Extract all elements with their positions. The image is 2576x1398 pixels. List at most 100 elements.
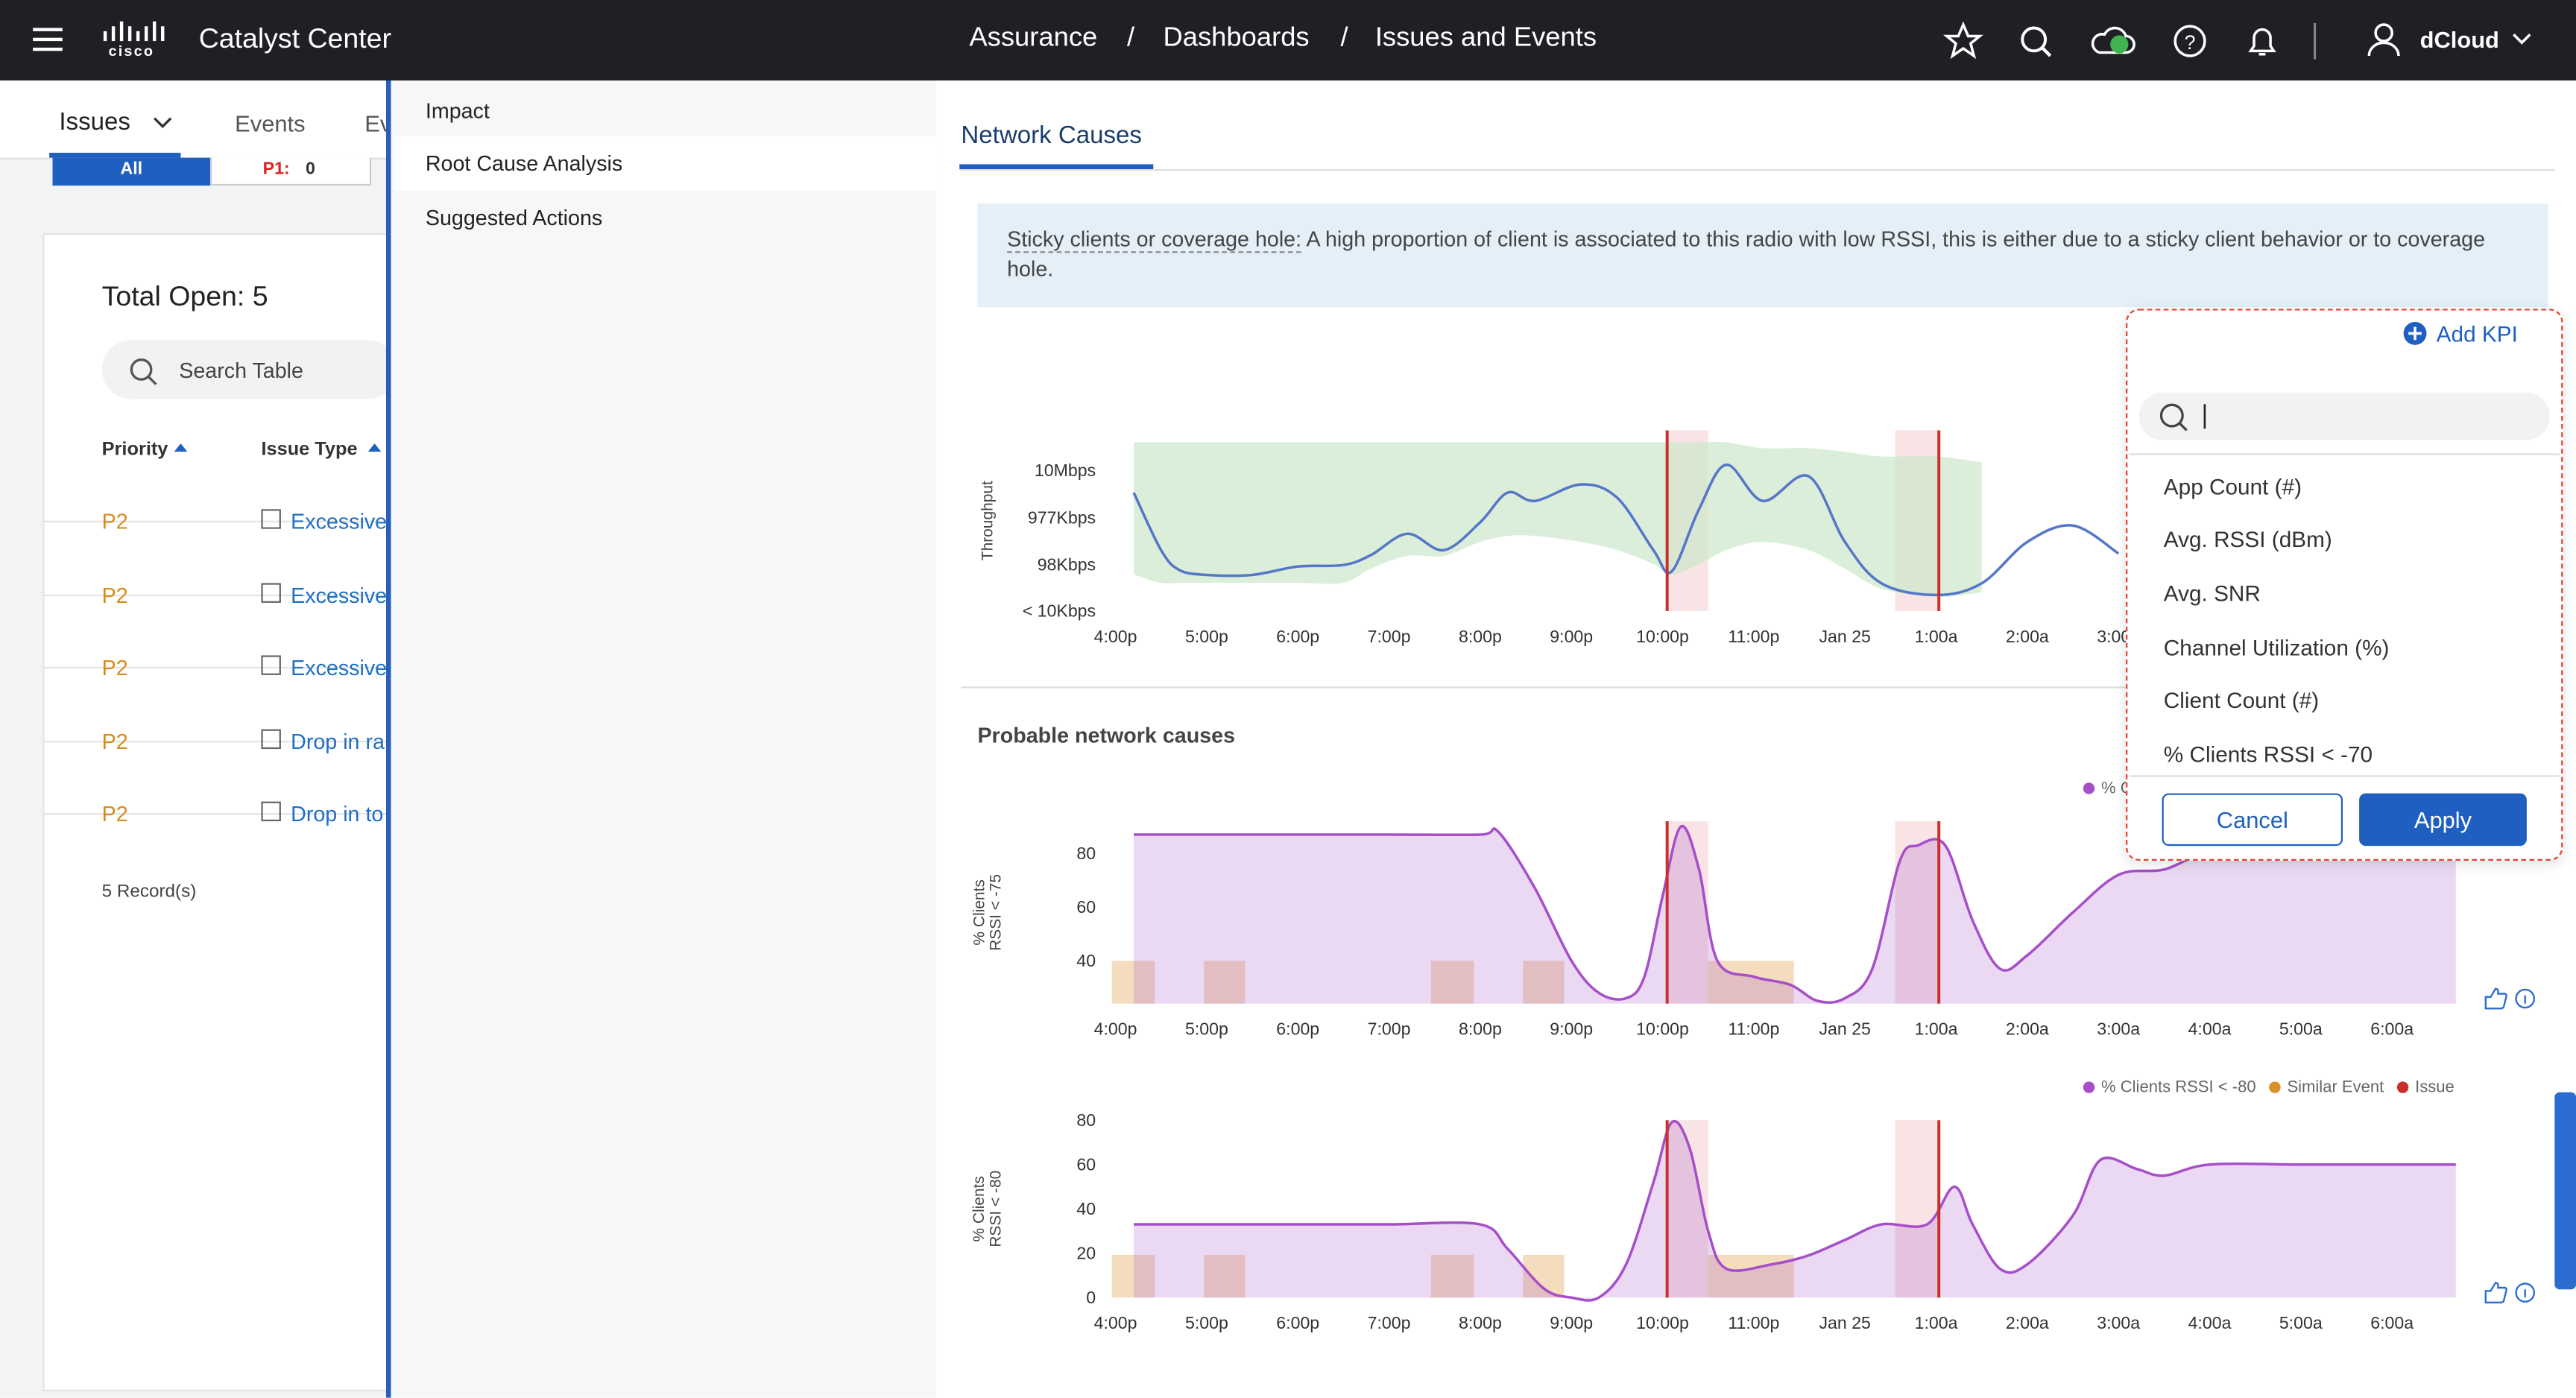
priority: P2 bbox=[101, 582, 128, 607]
row-divider bbox=[44, 520, 388, 522]
line bbox=[1134, 824, 2456, 1004]
x-tick-label: 5:00p bbox=[1185, 1019, 1228, 1039]
chevron[interactable] bbox=[2510, 31, 2534, 48]
legend-swatch bbox=[2269, 1081, 2281, 1093]
kpi-option[interactable]: Client Count (#) bbox=[2163, 688, 2320, 713]
tab[interactable]: Issues bbox=[59, 108, 130, 136]
y-tick-label: 10Mbps bbox=[1035, 461, 1096, 480]
tab-indicator bbox=[959, 164, 1154, 170]
tab[interactable]: Events bbox=[235, 110, 306, 136]
nav-item[interactable]: Impact bbox=[425, 98, 490, 124]
priority: P2 bbox=[101, 728, 128, 753]
breadcrumb[interactable]: Dashboards bbox=[1163, 22, 1310, 53]
y-tick-label: 60 bbox=[1076, 897, 1096, 917]
add-icon[interactable] bbox=[2402, 320, 2428, 347]
similar-event bbox=[1111, 1254, 1155, 1298]
divider bbox=[2129, 453, 2560, 455]
divider bbox=[2129, 775, 2560, 777]
side-handle[interactable] bbox=[2554, 1092, 2576, 1290]
search-icon bbox=[2159, 403, 2206, 431]
apply-button[interactable]: Apply bbox=[2359, 793, 2527, 847]
ai-icon bbox=[261, 582, 281, 602]
x-tick-label: 7:00p bbox=[1368, 627, 1411, 646]
x-tick-label: 1:00a bbox=[1915, 627, 1958, 646]
header-icons[interactable]: ? bbox=[1939, 19, 2317, 62]
legend-label: Similar Event bbox=[2287, 1078, 2384, 1096]
area bbox=[1134, 826, 2456, 1004]
x-tick-label: 1:00a bbox=[1915, 1313, 1958, 1332]
x-tick-label: 3:00a bbox=[2097, 1019, 2140, 1039]
y-axis-label: Throughput bbox=[979, 481, 996, 560]
p1-count: 0 bbox=[305, 159, 315, 180]
area bbox=[1134, 1121, 2456, 1301]
y-tick-label: 80 bbox=[1076, 844, 1096, 863]
issue-type[interactable]: Excessive bbox=[291, 655, 388, 680]
ai-icon bbox=[261, 655, 281, 675]
x-tick-label: 8:00p bbox=[1459, 1019, 1502, 1039]
y-tick-label: 98Kbps bbox=[1038, 554, 1096, 574]
column-header[interactable]: Issue Type bbox=[261, 440, 358, 461]
tab-indicator bbox=[49, 152, 181, 158]
x-tick-label: Jan 25 bbox=[1819, 1019, 1870, 1039]
y-axis-label: RSSI < -75 bbox=[987, 874, 1004, 951]
similar-event bbox=[1430, 961, 1474, 1004]
x-tick-label: 4:00a bbox=[2188, 1313, 2232, 1332]
nav-item[interactable]: Suggested Actions bbox=[425, 205, 603, 230]
y-axis-label: RSSI < -80 bbox=[987, 1171, 1004, 1247]
divider bbox=[961, 686, 2555, 689]
svg-text:?: ? bbox=[2185, 31, 2196, 54]
column-header[interactable]: Priority bbox=[101, 440, 168, 461]
filter-chip[interactable]: All bbox=[52, 157, 211, 186]
p1-label: P1: bbox=[262, 159, 290, 180]
x-tick-label: Jan 25 bbox=[1819, 627, 1870, 646]
user-icon[interactable] bbox=[2366, 22, 2402, 57]
issue-type[interactable]: Drop in ra bbox=[291, 728, 385, 753]
y-tick-label: < 10Kbps bbox=[1023, 601, 1096, 621]
x-tick-label: 6:00p bbox=[1276, 1313, 1319, 1332]
y-axis-label: % Clients bbox=[970, 1176, 988, 1242]
filter-chip[interactable] bbox=[210, 157, 372, 186]
x-tick-label: 6:00a bbox=[2370, 1313, 2414, 1332]
kpi-option[interactable]: Avg. RSSI (dBm) bbox=[2163, 527, 2332, 552]
line bbox=[1132, 463, 2120, 597]
issue-window bbox=[1895, 1120, 1939, 1298]
record-count: 5 Record(s) bbox=[101, 882, 197, 902]
info-banner: Sticky clients or coverage hole: A high … bbox=[977, 203, 2548, 308]
kpi-option[interactable]: Channel Utilization (%) bbox=[2163, 635, 2390, 661]
search-icon bbox=[130, 358, 157, 385]
ai-icon bbox=[261, 509, 281, 529]
cancel-button[interactable]: Cancel bbox=[2162, 793, 2343, 847]
x-tick-label: 5:00a bbox=[2279, 1019, 2323, 1039]
issue-window bbox=[1895, 821, 1939, 1004]
x-tick-label: 5:00p bbox=[1185, 627, 1228, 646]
detail-nav: Impact Root Cause Analysis Suggested Act… bbox=[391, 80, 937, 1398]
add-kpi[interactable]: Add KPI bbox=[2436, 322, 2518, 347]
menu-icon[interactable] bbox=[33, 26, 69, 56]
chevron[interactable] bbox=[151, 115, 174, 131]
tab[interactable]: Network Causes bbox=[961, 121, 1142, 150]
kpi-search[interactable] bbox=[2138, 392, 2550, 440]
x-tick-label: 9:00p bbox=[1550, 627, 1593, 646]
x-tick-label: 6:00a bbox=[2370, 1019, 2414, 1039]
breadcrumb[interactable]: Assurance bbox=[969, 22, 1098, 53]
user-name[interactable]: dCloud bbox=[2419, 26, 2499, 53]
separator: / bbox=[1127, 22, 1135, 53]
x-tick-label: 8:00p bbox=[1459, 627, 1502, 646]
product-name: Catalyst Center bbox=[198, 22, 391, 54]
logo-bars bbox=[103, 21, 165, 42]
issue-type[interactable]: Drop in to bbox=[291, 801, 384, 826]
kpi-option[interactable]: App Count (#) bbox=[2163, 474, 2302, 500]
feedback-icons[interactable] bbox=[2484, 987, 2536, 1304]
x-tick-label: 5:00p bbox=[1185, 1313, 1228, 1332]
kpi-option[interactable]: Avg. SNR bbox=[2163, 581, 2261, 607]
top-bar: cisco Catalyst Center Assurance / Dashbo… bbox=[0, 0, 2576, 81]
issue-window bbox=[1667, 1120, 1708, 1298]
nav-item[interactable]: Root Cause Analysis bbox=[425, 151, 623, 176]
issue-window bbox=[1667, 821, 1708, 1004]
kpi-option[interactable]: % Clients RSSI < -70 bbox=[2163, 742, 2373, 768]
issue-type[interactable]: Excessive bbox=[291, 509, 388, 534]
x-tick-label: 6:00p bbox=[1276, 1019, 1319, 1039]
ai-icon bbox=[261, 728, 281, 748]
issue-type[interactable]: Excessive bbox=[291, 582, 388, 607]
x-tick-label: 11:00p bbox=[1728, 627, 1779, 646]
